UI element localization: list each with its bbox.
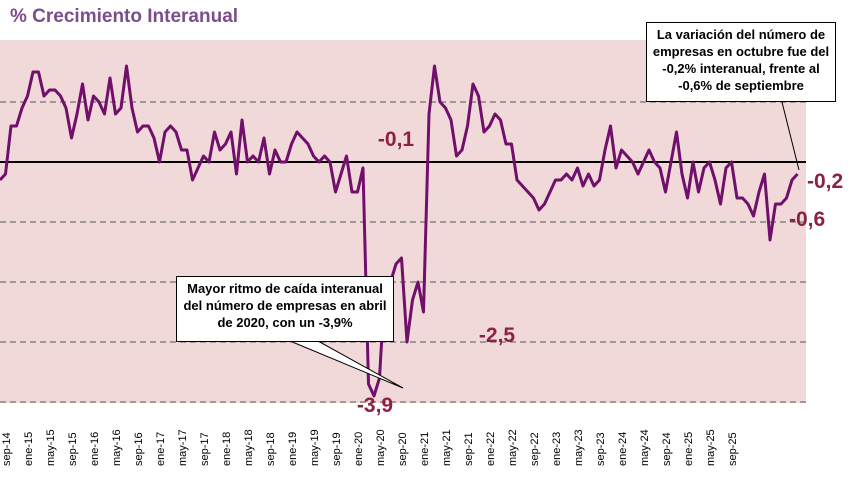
chart-title: % Crecimiento Interanual: [10, 6, 239, 27]
callout-april-2020: Mayor ritmo de caída interanual del núme…: [176, 276, 394, 342]
x-tick-label: sep-21: [463, 432, 475, 466]
x-tick-label: may-25: [705, 429, 717, 466]
series-line: [0, 64, 799, 398]
x-tick-label: may-17: [177, 429, 189, 466]
data-label: -0,1: [378, 128, 415, 151]
x-tick-label: sep-24: [661, 432, 673, 466]
x-tick-label: may-24: [639, 429, 651, 466]
x-tick-label: sep-18: [265, 432, 277, 466]
data-label: -3,9: [357, 394, 393, 417]
x-tick-label: sep-15: [67, 432, 79, 466]
data-label: -0,6: [789, 208, 825, 231]
x-tick-label: ene-17: [155, 432, 167, 466]
x-tick-label: sep-25: [727, 432, 739, 466]
x-tick-label: sep-14: [1, 432, 13, 466]
x-tick-label: sep-22: [529, 432, 541, 466]
x-tick-label: sep-19: [331, 432, 343, 466]
x-tick-label: may-23: [573, 429, 585, 466]
x-tick-label: may-20: [375, 429, 387, 466]
data-label: -2,5: [479, 324, 516, 347]
x-tick-label: sep-20: [397, 432, 409, 466]
x-tick-label: ene-21: [419, 432, 431, 466]
x-tick-label: sep-23: [595, 432, 607, 466]
callout-october: La variación del número de empresas en o…: [646, 22, 836, 102]
x-tick-label: ene-22: [485, 432, 497, 466]
x-tick-label: may-19: [309, 429, 321, 466]
x-tick-label: may-21: [441, 429, 453, 466]
x-tick-label: sep-16: [133, 432, 145, 466]
gridlines: [0, 101, 806, 403]
x-tick-label: ene-15: [23, 432, 35, 466]
x-tick-label: ene-23: [551, 432, 563, 466]
x-tick-label: may-22: [507, 429, 519, 466]
x-tick-label: may-18: [243, 429, 255, 466]
callout-right-pointer: [781, 101, 800, 171]
x-tick-label: may-16: [111, 429, 123, 466]
x-axis-tick-labels: sep-14 ene-15 may-15 sep-15 ene-16 may-16 sep-…: [1, 429, 739, 466]
x-tick-label: ene-18: [221, 432, 233, 466]
x-tick-label: sep-17: [199, 432, 211, 466]
x-tick-label: ene-24: [617, 432, 629, 466]
x-tick-label: ene-25: [683, 432, 695, 466]
x-tick-label: ene-16: [89, 432, 101, 466]
data-label: -0,2: [807, 170, 843, 193]
x-tick-label: ene-20: [353, 432, 365, 466]
x-tick-label: ene-19: [287, 432, 299, 466]
x-tick-label: may-15: [45, 429, 57, 466]
data-labels: -0,1 -3,9 -2,5 -0,2 -0,6: [357, 128, 843, 417]
